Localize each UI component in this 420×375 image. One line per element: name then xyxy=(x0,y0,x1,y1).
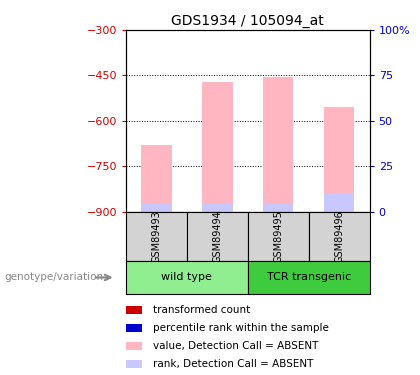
Bar xyxy=(126,342,142,350)
Bar xyxy=(324,194,354,212)
Text: GSM89495: GSM89495 xyxy=(273,210,283,262)
Bar xyxy=(126,212,187,261)
Text: percentile rank within the sample: percentile rank within the sample xyxy=(153,323,329,333)
Text: TCR transgenic: TCR transgenic xyxy=(267,273,351,282)
Title: GDS1934 / 105094_at: GDS1934 / 105094_at xyxy=(171,13,324,28)
Bar xyxy=(126,261,248,294)
Bar xyxy=(202,81,233,212)
Text: GSM89494: GSM89494 xyxy=(213,210,222,262)
Bar xyxy=(263,77,294,212)
Bar xyxy=(187,212,248,261)
Bar xyxy=(248,261,370,294)
Text: genotype/variation: genotype/variation xyxy=(4,273,103,282)
Bar xyxy=(263,203,294,212)
Bar xyxy=(141,203,172,212)
Bar xyxy=(248,212,309,261)
Bar xyxy=(126,360,142,368)
Bar xyxy=(324,107,354,212)
Text: GSM89496: GSM89496 xyxy=(334,210,344,262)
Text: wild type: wild type xyxy=(161,273,213,282)
Text: rank, Detection Call = ABSENT: rank, Detection Call = ABSENT xyxy=(153,359,313,369)
Bar xyxy=(126,324,142,332)
Text: value, Detection Call = ABSENT: value, Detection Call = ABSENT xyxy=(153,341,318,351)
Bar xyxy=(309,212,370,261)
Bar xyxy=(126,306,142,314)
Text: transformed count: transformed count xyxy=(153,305,250,315)
Bar xyxy=(141,145,172,212)
Bar xyxy=(202,203,233,212)
Text: GSM89493: GSM89493 xyxy=(152,210,161,262)
